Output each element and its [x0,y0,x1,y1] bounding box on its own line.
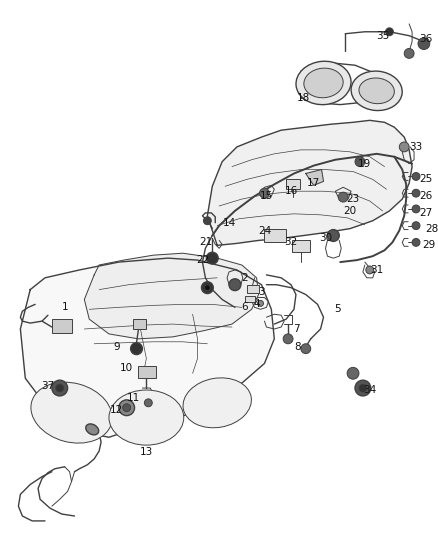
Text: 13: 13 [140,447,153,457]
Circle shape [206,252,218,264]
Text: 17: 17 [307,179,320,188]
Text: 32: 32 [284,237,298,247]
Text: 19: 19 [358,159,371,168]
Circle shape [359,384,367,392]
Circle shape [404,49,414,58]
Text: 30: 30 [319,233,332,244]
Text: 3: 3 [258,287,265,296]
Bar [138,366,156,378]
Bar [52,319,71,333]
Text: 25: 25 [419,174,432,184]
Text: 7: 7 [293,324,299,334]
Circle shape [347,367,359,379]
Circle shape [203,217,211,225]
Circle shape [328,230,339,241]
Text: 23: 23 [346,194,360,204]
Ellipse shape [359,78,394,103]
Circle shape [52,380,67,396]
Polygon shape [306,169,324,185]
Text: 18: 18 [297,93,311,103]
Bar [245,295,254,302]
Circle shape [355,157,365,167]
Ellipse shape [183,378,251,428]
Circle shape [131,343,142,354]
Circle shape [229,279,241,290]
Text: 34: 34 [363,385,376,395]
Circle shape [412,173,420,180]
Polygon shape [207,120,412,245]
Text: 21: 21 [199,237,212,247]
Polygon shape [85,253,258,339]
Circle shape [385,28,393,36]
Circle shape [201,282,213,294]
Text: 37: 37 [41,381,55,391]
Bar [292,240,310,252]
Text: 24: 24 [258,225,271,236]
Ellipse shape [109,390,184,445]
Circle shape [119,400,134,416]
Circle shape [412,238,420,246]
Circle shape [123,404,131,411]
Circle shape [205,285,210,290]
Circle shape [260,188,269,198]
Circle shape [366,266,374,274]
Text: 1: 1 [61,302,68,312]
Bar [265,229,286,243]
Ellipse shape [351,71,402,110]
Text: 20: 20 [343,206,357,216]
Circle shape [258,301,264,306]
Circle shape [338,192,348,202]
Ellipse shape [31,382,112,443]
Circle shape [56,384,64,392]
Circle shape [301,344,311,353]
Text: 11: 11 [127,393,140,403]
Text: 26: 26 [419,191,432,201]
Text: 29: 29 [422,240,435,251]
Circle shape [412,222,420,230]
Bar [247,285,258,293]
Text: 36: 36 [419,34,432,44]
Text: 27: 27 [419,208,432,218]
Text: 2: 2 [241,273,248,283]
Ellipse shape [296,61,351,104]
Circle shape [412,205,420,213]
Circle shape [355,380,371,396]
Ellipse shape [304,68,343,98]
Text: 16: 16 [284,186,298,196]
Text: 35: 35 [376,31,389,41]
Text: 33: 33 [410,142,423,152]
Text: 10: 10 [120,364,133,373]
Bar [286,180,300,189]
Text: 5: 5 [334,304,341,314]
Text: 12: 12 [110,405,124,415]
Text: 8: 8 [295,342,301,352]
Text: 31: 31 [370,265,383,275]
Circle shape [283,334,293,344]
Text: 9: 9 [113,342,120,352]
Text: 15: 15 [260,191,273,201]
Circle shape [399,142,409,152]
Text: 4: 4 [253,300,260,309]
Text: 6: 6 [241,302,248,312]
Ellipse shape [86,424,99,435]
Text: 28: 28 [425,224,438,233]
Polygon shape [21,258,274,437]
Bar [133,319,146,329]
Circle shape [412,189,420,197]
Circle shape [145,399,152,407]
Text: 14: 14 [223,217,236,228]
Text: 22: 22 [196,255,209,265]
Circle shape [418,38,430,50]
